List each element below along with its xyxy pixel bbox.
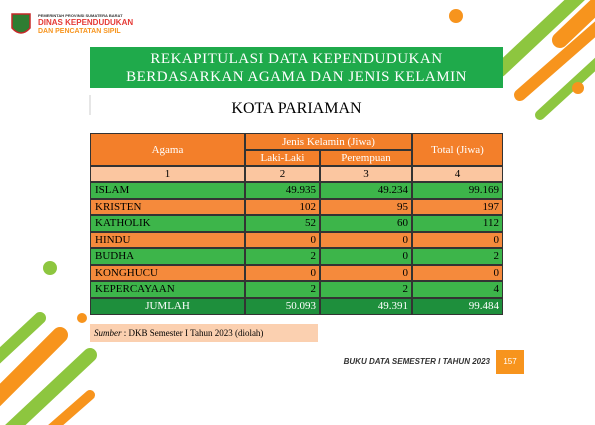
value-cell: 2 — [320, 281, 412, 298]
value-cell: 102 — [245, 198, 320, 215]
total-cell: 99.484 — [412, 297, 503, 315]
value-cell: 49.935 — [245, 182, 320, 199]
subtitle: KOTA PARIAMAN — [231, 100, 362, 117]
value-cell: 4 — [412, 281, 503, 298]
total-cell: 49.391 — [320, 297, 412, 315]
value-cell: 0 — [412, 264, 503, 281]
religion-cell: KEPERCAYAAN — [90, 281, 245, 298]
page-number: 157 — [503, 357, 517, 366]
value-cell: 0 — [320, 248, 412, 265]
agency-line: DINAS KEPENDUDUKAN — [38, 18, 134, 27]
column-number: 3 — [320, 166, 412, 182]
religion-cell: KATHOLIK — [90, 215, 245, 232]
religion-cell: HINDU — [90, 231, 245, 248]
value-cell: 0 — [245, 264, 320, 281]
column-number: 2 — [245, 166, 320, 182]
value-cell: 95 — [320, 198, 412, 215]
value-cell: 0 — [412, 231, 503, 248]
agency-line: DAN PENCATATAN SIPIL — [38, 28, 121, 35]
title-line: BERDASARKAN AGAMA DAN JENIS KELAMIN — [126, 69, 467, 85]
header-cell: Laki-Laki — [245, 150, 320, 166]
religion-cell: KRISTEN — [90, 198, 245, 215]
total-cell: JUMLAH — [90, 297, 245, 315]
value-cell: 112 — [412, 215, 503, 232]
title-line: REKAPITULASI DATA KEPENDUDUKAN — [150, 51, 443, 67]
header-cell: Perempuan — [320, 150, 412, 166]
value-cell: 2 — [245, 248, 320, 265]
total-cell: 50.093 — [245, 297, 320, 315]
value-cell: 0 — [320, 231, 412, 248]
value-cell: 52 — [245, 215, 320, 232]
religion-cell: ISLAM — [90, 182, 245, 199]
religion-cell: BUDHA — [90, 248, 245, 265]
header-cell: Jenis Kelamin (Jiwa) — [245, 133, 412, 150]
value-cell: 49.234 — [320, 182, 412, 199]
religion-cell: KONGHUCU — [90, 264, 245, 281]
value-cell: 60 — [320, 215, 412, 232]
header-cell: Agama — [90, 133, 245, 166]
source-label: Sumber — [94, 328, 122, 338]
footer-book: BUKU DATA SEMESTER I TAHUN 2023 — [343, 357, 490, 366]
column-number: 1 — [90, 166, 245, 182]
title: REKAPITULASI DATA KEPENDUDUKAN BERDASARK… — [90, 50, 503, 86]
value-cell: 0 — [245, 231, 320, 248]
org-line: PEMERINTAH PROVINSI SUMATERA BARAT — [38, 13, 123, 18]
value-cell: 2 — [412, 248, 503, 265]
source: Sumber : DKB Semester I Tahun 2023 (diol… — [94, 328, 263, 338]
value-cell: 197 — [412, 198, 503, 215]
value-cell: 99.169 — [412, 182, 503, 199]
source-text: : DKB Semester I Tahun 2023 (diolah) — [123, 328, 264, 338]
header-cell: Total (Jiwa) — [412, 133, 503, 166]
value-cell: 2 — [245, 281, 320, 298]
value-cell: 0 — [320, 264, 412, 281]
column-number: 4 — [412, 166, 503, 182]
